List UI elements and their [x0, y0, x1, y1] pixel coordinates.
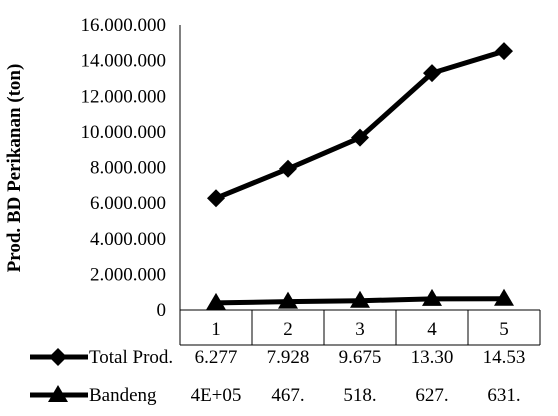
- data-table-grid: [179, 309, 541, 346]
- legend-marker: [48, 385, 68, 402]
- x-tick-label: 2: [283, 319, 293, 340]
- data-point: [279, 159, 297, 178]
- table-value: 627.: [415, 385, 448, 406]
- data-point: [494, 288, 514, 306]
- table-value: 9.675: [339, 347, 382, 368]
- x-tick-label: 1: [211, 319, 221, 340]
- y-tick-label: 10.000.000: [81, 122, 167, 143]
- table-value: 14.53: [483, 347, 526, 368]
- y-tick-label: 0: [157, 300, 167, 321]
- table-value: 7.928: [267, 347, 310, 368]
- table-value: 13.30: [411, 347, 454, 368]
- table-row-2: Bandeng 4E+05 467. 518. 627. 631.: [30, 385, 521, 406]
- data-point: [207, 189, 225, 208]
- data-point: [350, 290, 370, 308]
- y-tick-label: 4.000.000: [90, 229, 166, 250]
- data-point: [278, 291, 298, 309]
- data-point: [351, 128, 369, 147]
- y-tick-label: 12.000.000: [81, 86, 167, 107]
- data-point: [495, 42, 513, 61]
- table-value: 467.: [271, 385, 304, 406]
- series-line: [215, 48, 505, 201]
- y-axis-ticks: 0 2.000.000 4.000.000 6.000.000 8.000.000 10.…: [81, 15, 167, 321]
- x-tick-label: 5: [499, 319, 509, 340]
- x-axis-ticks: 1 2 3 4 5: [211, 319, 509, 340]
- y-axis-label: Prod. BD Perikanan (ton): [4, 64, 25, 273]
- table-value: 6.277: [195, 347, 238, 368]
- y-tick-label: 6.000.000: [90, 193, 166, 214]
- legend-label: Bandeng: [89, 385, 157, 406]
- table-row-1: Total Prod. 6.277 7.928 9.675 13.30 14.53: [30, 347, 525, 368]
- data-point: [423, 64, 441, 83]
- y-tick-label: 14.000.000: [81, 51, 167, 72]
- x-tick-label: 4: [427, 319, 437, 340]
- table-value: 631.: [487, 385, 520, 406]
- table-value: 4E+05: [191, 385, 242, 406]
- legend-marker: [49, 348, 67, 366]
- legend-label: Total Prod.: [89, 347, 173, 368]
- series-2: [206, 288, 514, 310]
- table-value: 518.: [343, 385, 376, 406]
- x-tick-label: 3: [355, 319, 365, 340]
- y-tick-label: 2.000.000: [90, 264, 166, 285]
- data-point: [206, 292, 226, 310]
- data-table: Total Prod. 6.277 7.928 9.675 13.30 14.53 Band…: [30, 347, 525, 406]
- data-point: [422, 288, 442, 306]
- y-tick-label: 8.000.000: [90, 158, 166, 179]
- series-layer: [206, 42, 514, 310]
- y-tick-label: 16.000.000: [81, 15, 167, 36]
- series-1: [207, 42, 513, 208]
